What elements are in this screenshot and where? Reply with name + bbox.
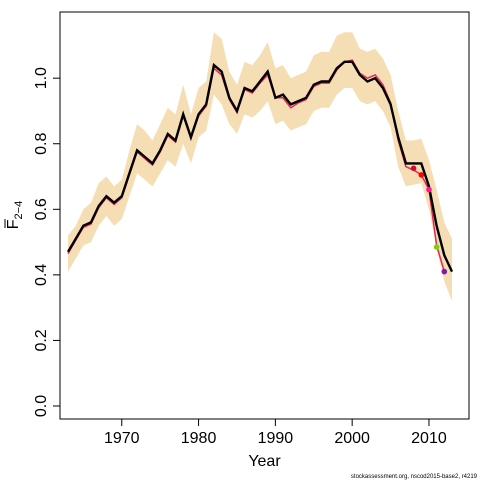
plot-area xyxy=(66,32,454,302)
y-tick-label-0: 0.0 xyxy=(33,395,50,417)
y-tick-label-2: 0.4 xyxy=(33,264,50,286)
y-axis-title-main: F xyxy=(5,219,22,229)
x-tick-label-2: 1990 xyxy=(258,430,294,447)
y-axis-title-subscript: 2−4 xyxy=(13,201,25,220)
retro-end-point-1 xyxy=(418,172,425,178)
y-tick-label-4: 0.8 xyxy=(33,133,50,155)
y-tick-label-3: 0.6 xyxy=(33,198,50,220)
x-tick-label-0: 1970 xyxy=(104,430,140,447)
y-axis-title: F2−4 xyxy=(4,201,25,229)
confidence-band xyxy=(68,32,452,302)
svg-text:F2−4: F2−4 xyxy=(5,201,25,229)
x-tick-label-3: 2000 xyxy=(334,430,370,447)
retro-end-point-4 xyxy=(441,268,448,275)
x-tick-label-1: 1980 xyxy=(181,430,217,447)
x-axis-title: Year xyxy=(248,453,281,470)
y-tick-label-1: 0.2 xyxy=(33,329,50,351)
y-axis: 0.0 0.2 0.4 0.6 0.8 1.0 xyxy=(33,67,61,417)
x-tick-label-4: 2010 xyxy=(411,430,447,447)
x-axis: 1970 1980 1990 2000 2010 xyxy=(104,418,447,447)
retro-end-point-2 xyxy=(426,186,432,193)
retro-end-point-3 xyxy=(433,244,440,250)
retro-end-point-0 xyxy=(410,165,417,172)
credit-text: stockassessment.org, nscod2015-base2, r4… xyxy=(351,474,478,480)
main-line xyxy=(66,60,454,273)
y-tick-label-5: 1.0 xyxy=(33,67,50,89)
